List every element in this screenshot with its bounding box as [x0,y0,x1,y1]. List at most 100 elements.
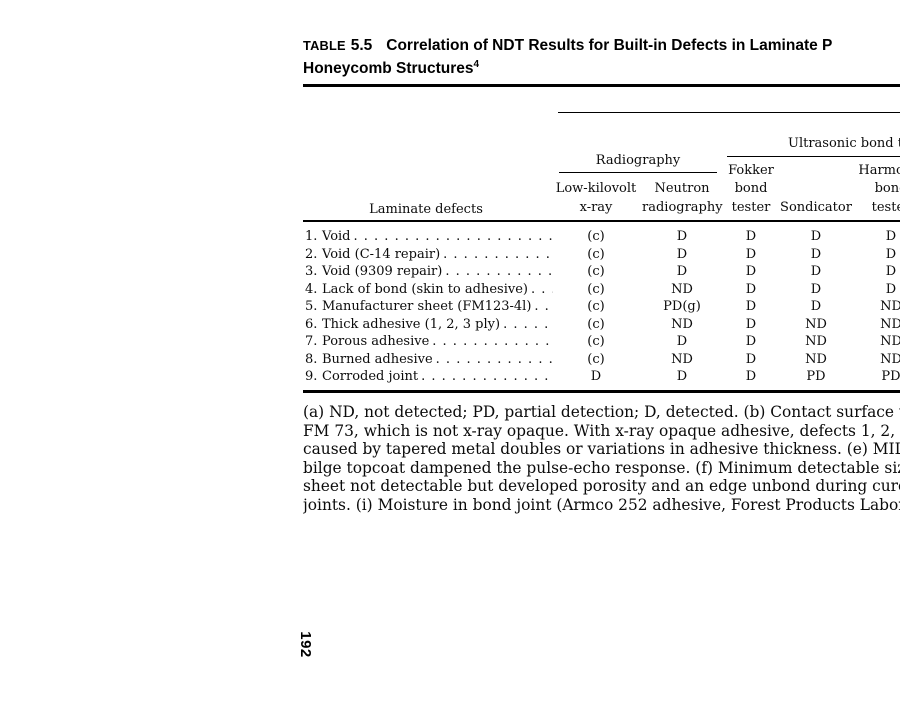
cell-value: (c) [587,229,605,244]
row-label: Lack of bond (skin to adhesive) [322,281,528,297]
row-label: Thick adhesive (1, 2, 3 ply) [322,316,501,332]
cell-value: D [885,246,897,262]
cell-value: D [745,351,757,367]
cell-value: PD [806,369,826,384]
table-row: 8.Burned adhesive. . . . . . . . . . . .… [303,351,900,369]
column-header-line: Sondicator [780,199,852,215]
row-label-cell: 9. Corroded joint. . . . . . . . . . . . … [305,368,553,386]
rule-header-bottom [303,220,900,222]
cell-value: ND [671,316,693,332]
column-header-sondicator: Sondicator [776,199,856,217]
rule-method-span [558,112,900,114]
row-label: Void (C-14 repair) [322,246,441,262]
footnote-line: (a) ND, not detected; PD, partial detect… [303,403,900,421]
cell-value: ND [880,316,900,332]
column-header-line: Fokker [728,162,774,178]
table-title-line-2: Honeycomb Structures4 [303,55,900,78]
row-label-cell: 7. Porous adhesive. . . . . . . . . . . .… [305,333,553,351]
cell-value: ND [880,334,900,349]
table-row: 5. Manufacturer sheet (FM123-4l). . . . .… [303,298,900,316]
cell-value: PD(g) [663,299,701,314]
cell-value: D [745,281,757,297]
column-header-neutron-radiography: Neutron radiography [642,180,723,217]
table-row: 2. Void (C-14 repair). . . . . . . . . . … [303,246,900,264]
cell-value: D [745,229,757,244]
cell-value: D [676,264,688,279]
footnote-line: sheet not detectable but developed poros… [303,477,900,496]
cell-value: (c) [587,281,605,297]
row-header-laminate-defects: Laminate defects [369,202,483,217]
row-label-cell: 1. Void. . . . . . . . . . . . . . . . . … [305,228,553,246]
cell-value: D [745,246,757,262]
cell-value: D [745,299,757,314]
footnote-line: bilge topcoat dampened the pulse-echo re… [303,458,900,477]
group-header-ultrasonic: Ultrasonic bond tester [788,136,900,151]
table-row: 1. Void. . . . . . . . . . . . . . . . . … [303,228,900,246]
column-header-fokker-bond-tester: Fokker bond tester [711,162,791,217]
cell-value: ND [671,281,693,297]
column-header-line: bond [734,181,768,197]
row-label-cell: 8.Burned adhesive. . . . . . . . . . . .… [305,351,553,369]
cell-value: D [810,229,822,244]
table-footnote: (a) ND, not detected; PD, partial detect… [303,403,900,515]
row-number: 2. [305,246,318,262]
cell-value: D [676,334,688,349]
row-number: 1. [305,229,318,244]
cell-value: D [745,334,757,349]
cell-value: (c) [587,299,605,314]
dot-leader: . . . . . . . . . . . . . . . . . . . . … [435,351,553,367]
row-number: 4. [305,281,318,297]
cell-value: D [676,229,688,244]
row-label: Burned adhesive [322,351,433,367]
column-header-low-kilovolt-x-ray: Low-kilovolt x-ray [555,180,637,217]
row-number: 6. [305,316,318,332]
cell-value: (c) [587,334,605,349]
table-row: 9. Corroded joint. . . . . . . . . . . . … [303,368,900,386]
cell-value: D [745,264,757,279]
row-label-cell: 3. Void (9309 repair). . . . . . . . . . … [305,263,553,281]
cell-value: ND [880,351,900,367]
row-label-cell: 4.Lack of bond (skin to adhesive). . . .… [305,281,553,299]
table-title: TABLE 5.5 Correlation of NDT Results for B… [303,36,900,78]
column-header-harmonic-bond-tester: Harmonic bond tester [851,162,900,217]
table-word: TABLE [303,38,346,53]
rule-ultrasonic-group [727,156,900,158]
column-header-line: Neutron [654,181,710,197]
dot-leader: . . . . . . . . . . . . . . . . . . . . … [530,281,553,297]
cell-value: D [885,229,897,244]
cell-value: D [885,281,897,297]
row-label-cell: 2. Void (C-14 repair). . . . . . . . . . … [305,246,553,264]
dot-leader: . . . . . . . . . . . . . . . . . . . . … [443,246,553,262]
column-header-line: Low-kilovolt [555,181,637,197]
column-header-line: x-ray [579,199,613,215]
dot-leader: . . . . . . . . . . . . . . . . . . . . … [503,316,553,332]
table-title-text-2: Honeycomb Structures [303,60,474,78]
row-label-cell: 6. Thick adhesive (1, 2, 3 ply). . . . . … [305,316,553,334]
page-number: 192 [297,631,314,658]
column-header-line: tester [871,199,900,215]
rule-top-thick [303,84,900,87]
table-body: 1. Void. . . . . . . . . . . . . . . . . … [303,228,900,386]
cell-value: ND [805,316,827,332]
row-number: 3. [305,264,318,279]
cell-value: D [676,369,688,384]
table-title-line-1: TABLE 5.5 Correlation of NDT Results for B… [303,36,900,55]
footnote-line: joints. (i) Moisture in bond joint (Armc… [303,495,900,514]
group-header-radiography: Radiography [595,153,681,168]
cell-value: (c) [587,264,605,279]
cell-value: D [590,369,602,384]
dot-leader: . . . . . . . . . . . . . . . . . . . . … [421,369,553,384]
row-number: 7. [305,334,318,349]
rule-table-bottom-thick [303,390,900,393]
dot-leader: . . . . . . . . . . . . . . . . . . . . … [353,229,553,244]
cell-value: D [810,264,822,279]
row-label: Void (9309 repair) [322,264,443,279]
cell-value: ND [805,351,827,367]
row-label: Manufacturer sheet (FM123-4l) [322,299,532,314]
cell-value: ND [880,299,900,314]
cell-value: D [810,299,822,314]
column-header-line: radiography [642,199,723,215]
cell-value: ND [805,334,827,349]
rule-radiography-group [559,172,717,174]
